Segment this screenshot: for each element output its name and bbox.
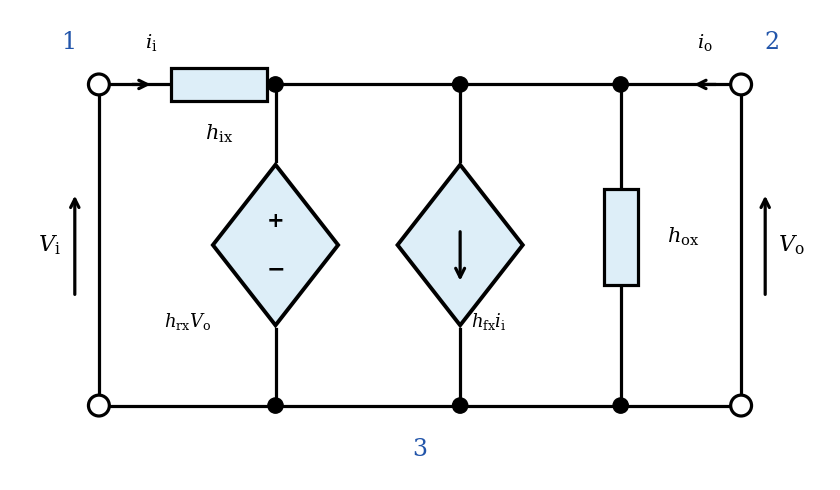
Circle shape — [453, 398, 468, 413]
Text: $V_{\mathrm{i}}$: $V_{\mathrm{i}}$ — [38, 233, 60, 257]
Circle shape — [613, 398, 628, 413]
Circle shape — [88, 74, 109, 95]
Circle shape — [731, 395, 752, 416]
Text: 3: 3 — [412, 438, 428, 461]
Text: $V_{\mathrm{o}}$: $V_{\mathrm{o}}$ — [778, 233, 804, 257]
Polygon shape — [213, 165, 339, 325]
Text: $i_{\mathrm{o}}$: $i_{\mathrm{o}}$ — [697, 32, 713, 53]
Text: 1: 1 — [60, 31, 76, 54]
Circle shape — [268, 398, 283, 413]
Bar — [604, 189, 638, 285]
Text: 2: 2 — [764, 31, 780, 54]
Text: −: − — [266, 259, 285, 279]
Text: $h_{\mathrm{ox}}$: $h_{\mathrm{ox}}$ — [667, 226, 700, 248]
Circle shape — [453, 77, 468, 92]
Polygon shape — [397, 165, 522, 325]
Bar — [171, 68, 267, 101]
Text: $h_{\mathrm{ix}}$: $h_{\mathrm{ix}}$ — [205, 123, 234, 146]
Text: +: + — [266, 211, 284, 231]
Circle shape — [613, 77, 628, 92]
Circle shape — [88, 395, 109, 416]
Text: $h_{\mathrm{rx}}V_{\mathrm{o}}$: $h_{\mathrm{rx}}V_{\mathrm{o}}$ — [164, 311, 211, 332]
Circle shape — [268, 77, 283, 92]
Text: $i_{\mathrm{i}}$: $i_{\mathrm{i}}$ — [144, 32, 157, 53]
Circle shape — [731, 74, 752, 95]
Text: $h_{\mathrm{fx}}i_{\mathrm{i}}$: $h_{\mathrm{fx}}i_{\mathrm{i}}$ — [470, 311, 506, 332]
